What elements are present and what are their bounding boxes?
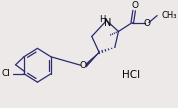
- Text: HCl: HCl: [122, 70, 140, 80]
- Text: N: N: [104, 17, 111, 28]
- Text: O: O: [132, 1, 138, 10]
- Polygon shape: [86, 52, 99, 67]
- Text: CH₃: CH₃: [162, 11, 177, 20]
- Text: O: O: [143, 19, 151, 28]
- Text: O: O: [80, 61, 87, 70]
- Text: H: H: [99, 15, 105, 24]
- Text: Cl: Cl: [1, 69, 10, 78]
